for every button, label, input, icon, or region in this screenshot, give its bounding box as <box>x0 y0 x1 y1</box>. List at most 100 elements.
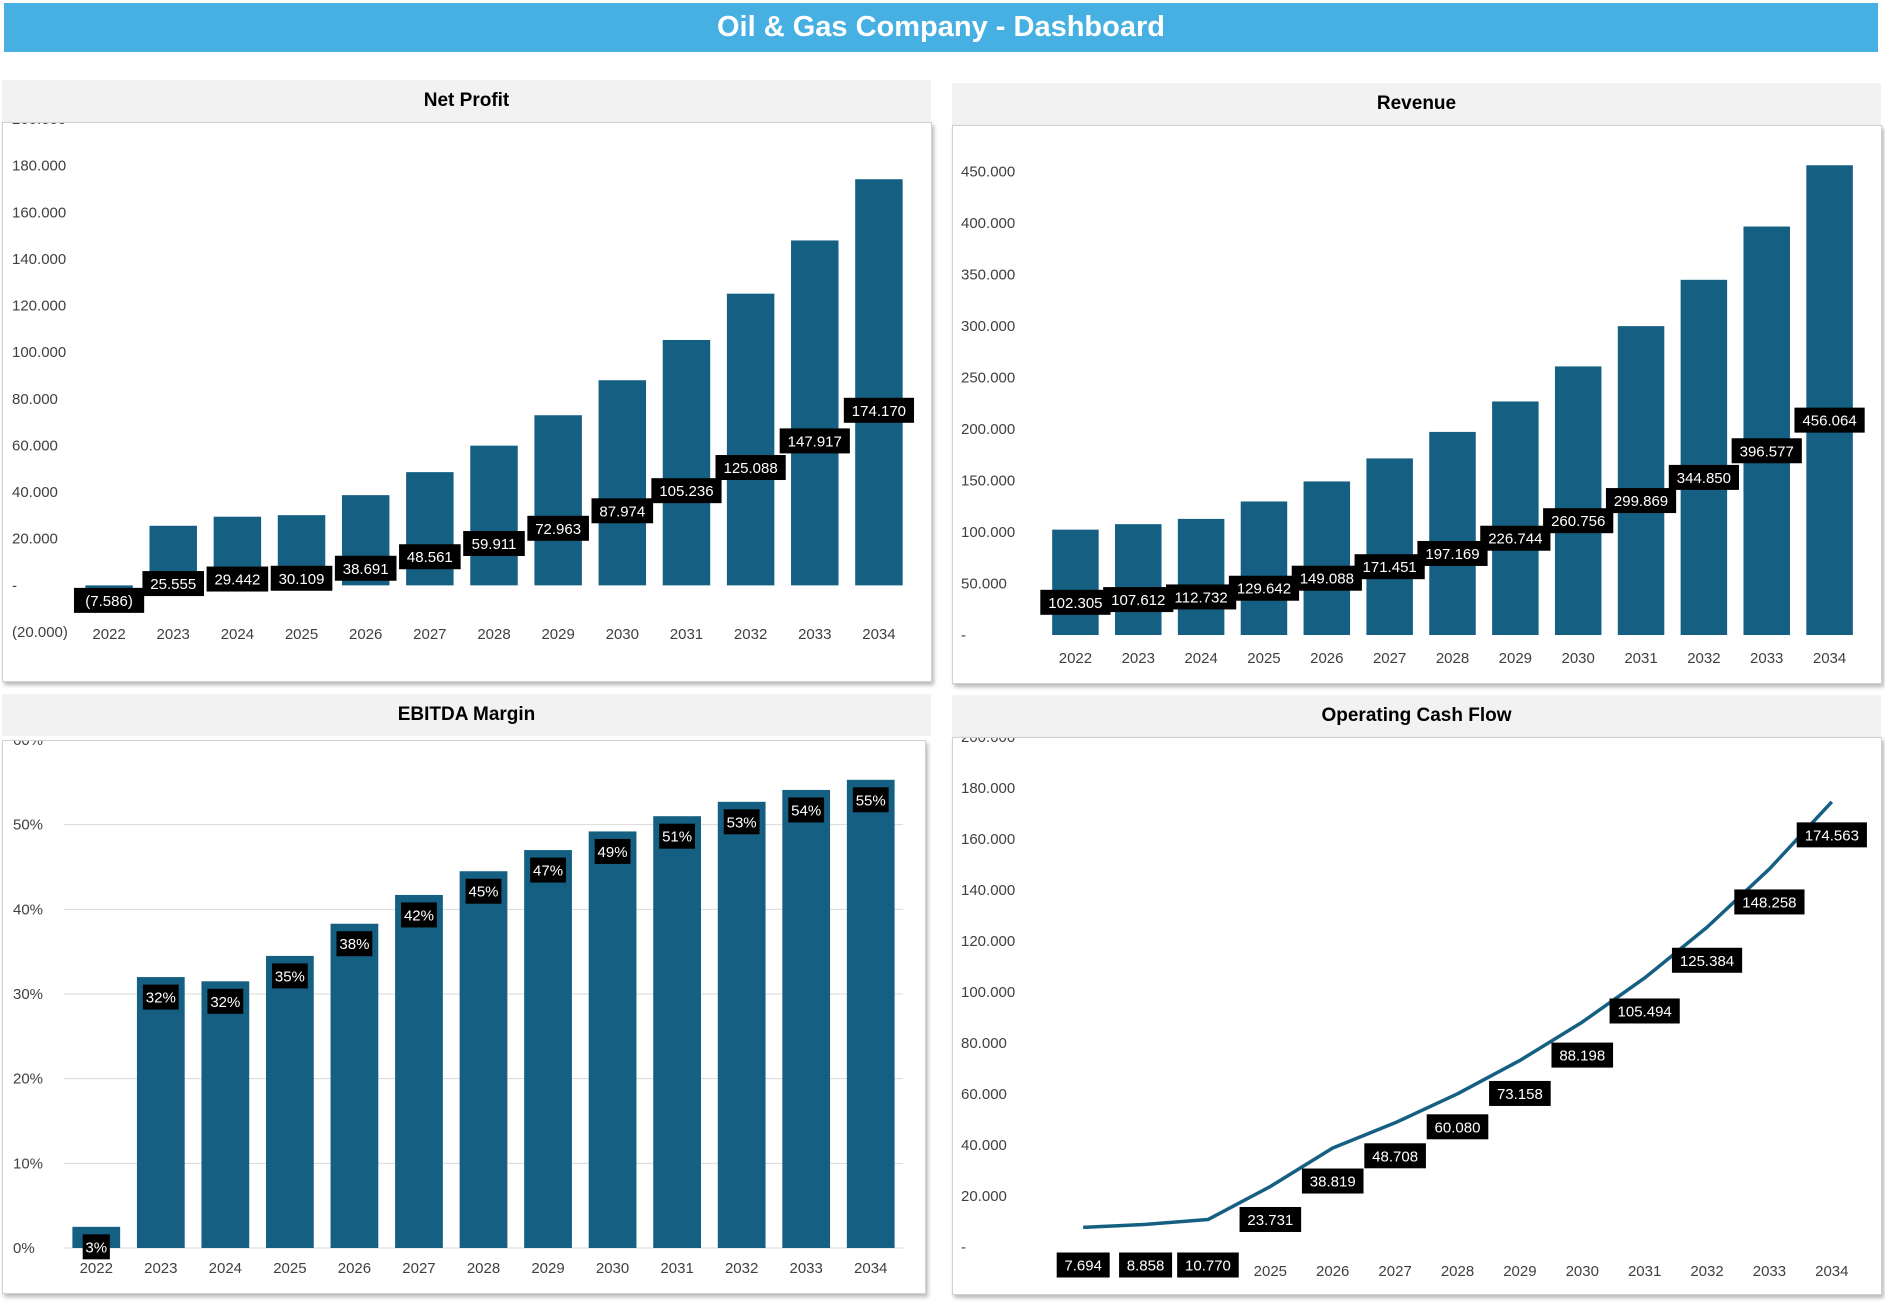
operating-cash-flow-data-label-box <box>1301 1168 1364 1194</box>
revenue-data-label-box <box>1040 589 1111 615</box>
revenue-data-label-box <box>1480 525 1551 551</box>
operating-cash-flow-x-tick-label: 2028 <box>1441 1263 1474 1280</box>
revenue-bar <box>1554 366 1602 635</box>
revenue-data-label: 171.451 <box>1363 559 1417 576</box>
net-profit-data-label: 105.236 <box>659 483 713 500</box>
operating-cash-flow-y-tick-label: 180.000 <box>961 780 1015 797</box>
ebitda-margin-data-label-box <box>82 1234 110 1260</box>
revenue-data-label-box <box>1103 587 1174 613</box>
net-profit-y-tick-label: - <box>12 577 17 594</box>
net-profit-x-tick-label: 2027 <box>413 626 446 643</box>
net-profit-bar <box>726 293 775 586</box>
revenue-data-label-box <box>1228 575 1300 601</box>
operating-cash-flow-y-tick-label: 40.000 <box>961 1137 1007 1154</box>
operating-cash-flow-x-tick-label: 2034 <box>1815 1263 1848 1280</box>
revenue-data-label-box <box>1794 407 1865 433</box>
ebitda-margin-data-label: 38% <box>339 936 369 953</box>
ebitda-margin-bar <box>201 981 250 1248</box>
revenue-chart: - 50.000 100.000 150.000 200.000 250.000 300.0… <box>952 125 1882 684</box>
net-profit-y-tick-label: (20.000) <box>12 624 68 641</box>
revenue-bar <box>1303 481 1351 635</box>
net-profit-data-label-box <box>779 428 850 454</box>
operating-cash-flow-data-label-box <box>1551 1042 1614 1068</box>
net-profit-data-label-box <box>463 531 525 557</box>
ebitda-margin-data-label: 51% <box>662 829 692 846</box>
ebitda-margin-data-label-box <box>852 787 889 813</box>
net-profit-data-label-box <box>270 565 333 591</box>
net-profit-data-label-box <box>206 566 269 592</box>
net-profit-data-label: 87.974 <box>599 503 645 520</box>
net-profit-data-label-box <box>843 397 915 423</box>
ebitda-margin-bar <box>717 801 766 1248</box>
net-profit-x-tick-label: 2032 <box>734 626 767 643</box>
ebitda-margin-data-label: 42% <box>404 907 434 924</box>
net-profit-x-tick-label: 2030 <box>606 626 639 643</box>
operating-cash-flow-x-tick-label: 2032 <box>1690 1263 1723 1280</box>
ebitda-margin-data-label: 47% <box>533 863 563 880</box>
revenue-data-label-box <box>1543 508 1614 534</box>
revenue-x-tick-label: 2022 <box>1059 650 1092 667</box>
operating-cash-flow-data-label-box <box>1426 1114 1489 1140</box>
revenue-data-label: 102.305 <box>1048 595 1102 612</box>
ebitda-margin-bar <box>653 816 701 1248</box>
revenue-x-tick-label: 2034 <box>1813 650 1846 667</box>
net-profit-y-tick-label: 120.000 <box>12 298 66 315</box>
revenue-data-label-box <box>1417 540 1488 566</box>
revenue-bar <box>1052 529 1099 635</box>
ebitda-margin-data-label-box <box>336 931 373 957</box>
ebitda-margin-y-tick-label: 50% <box>13 817 43 834</box>
net-profit-y-tick-label: 20.000 <box>12 531 58 548</box>
operating-cash-flow-y-tick-label: 140.000 <box>961 882 1015 899</box>
operating-cash-flow-x-tick-label: 2030 <box>1566 1263 1599 1280</box>
ebitda-margin-data-label-box <box>788 797 825 823</box>
ebitda-margin-bar <box>524 850 572 1248</box>
net-profit-x-tick-label: 2026 <box>349 626 382 643</box>
revenue-x-tick-label: 2032 <box>1687 650 1720 667</box>
net-profit-data-label: 30.109 <box>279 571 325 588</box>
revenue-x-tick-label: 2027 <box>1373 650 1406 667</box>
operating-cash-flow-x-tick-label: 2025 <box>1254 1263 1287 1280</box>
revenue-data-label-box <box>1291 565 1362 591</box>
net-profit-x-tick-label: 2029 <box>541 626 574 643</box>
revenue-data-label: 396.577 <box>1740 443 1794 460</box>
net-profit-bar <box>791 240 839 586</box>
ebitda-margin-x-tick-label: 2033 <box>790 1260 823 1277</box>
revenue-data-label: 197.169 <box>1425 546 1479 563</box>
ebitda-margin-data-label: 3% <box>85 1239 107 1256</box>
net-profit-data-label-box <box>142 571 205 597</box>
revenue-y-tick-label: 450.000 <box>961 164 1015 181</box>
ebitda-margin-data-label-box <box>723 809 760 835</box>
net-profit-data-label-box <box>527 515 589 541</box>
operating-cash-flow-data-label-box <box>1239 1206 1302 1232</box>
net-profit-bar <box>534 415 582 586</box>
revenue-bar <box>1617 326 1665 635</box>
revenue-data-label-box <box>1605 488 1677 514</box>
revenue-data-label: 260.756 <box>1551 513 1605 530</box>
operating-cash-flow-y-tick-label: 80.000 <box>961 1035 1007 1052</box>
revenue-y-tick-label: 250.000 <box>961 370 1015 387</box>
ebitda-margin-data-label-box <box>659 823 696 849</box>
operating-cash-flow-data-label: 174.563 <box>1805 827 1859 844</box>
revenue-y-tick-label: 200.000 <box>961 421 1015 438</box>
operating-cash-flow-y-tick-label: 160.000 <box>961 831 1015 848</box>
ebitda-margin-bar <box>588 831 637 1248</box>
net-profit-data-label: 59.911 <box>472 536 517 553</box>
net-profit-x-tick-label: 2025 <box>285 626 318 643</box>
operating-cash-flow-data-label: 148.258 <box>1742 894 1796 911</box>
operating-cash-flow-data-label-box <box>1796 822 1867 848</box>
ebitda-margin-y-tick-label: 0% <box>13 1240 35 1257</box>
ebitda-margin-x-tick-label: 2026 <box>338 1260 371 1277</box>
operating-cash-flow-y-tick-label: 200.000 <box>961 738 1015 746</box>
revenue-data-label: 226.744 <box>1488 531 1542 548</box>
revenue-y-tick-label: - <box>961 627 966 644</box>
revenue-x-tick-label: 2023 <box>1122 650 1155 667</box>
revenue-y-tick-label: 500.000 <box>961 126 1015 129</box>
operating-cash-flow-data-label-box <box>1056 1252 1110 1278</box>
ebitda-margin-chart: 0% 10% 20% 30% 40% 50% 60% 2022 2023 2024 2025 2026… <box>2 740 926 1294</box>
ebitda-margin-data-label: 32% <box>210 994 240 1011</box>
revenue-x-tick-label: 2024 <box>1184 650 1217 667</box>
net-profit-y-tick-label: 140.000 <box>12 251 66 268</box>
operating-cash-flow-x-tick-label: 2027 <box>1378 1263 1411 1280</box>
ebitda-margin-bar <box>782 789 831 1248</box>
net-profit-data-label: 48.561 <box>407 549 453 566</box>
